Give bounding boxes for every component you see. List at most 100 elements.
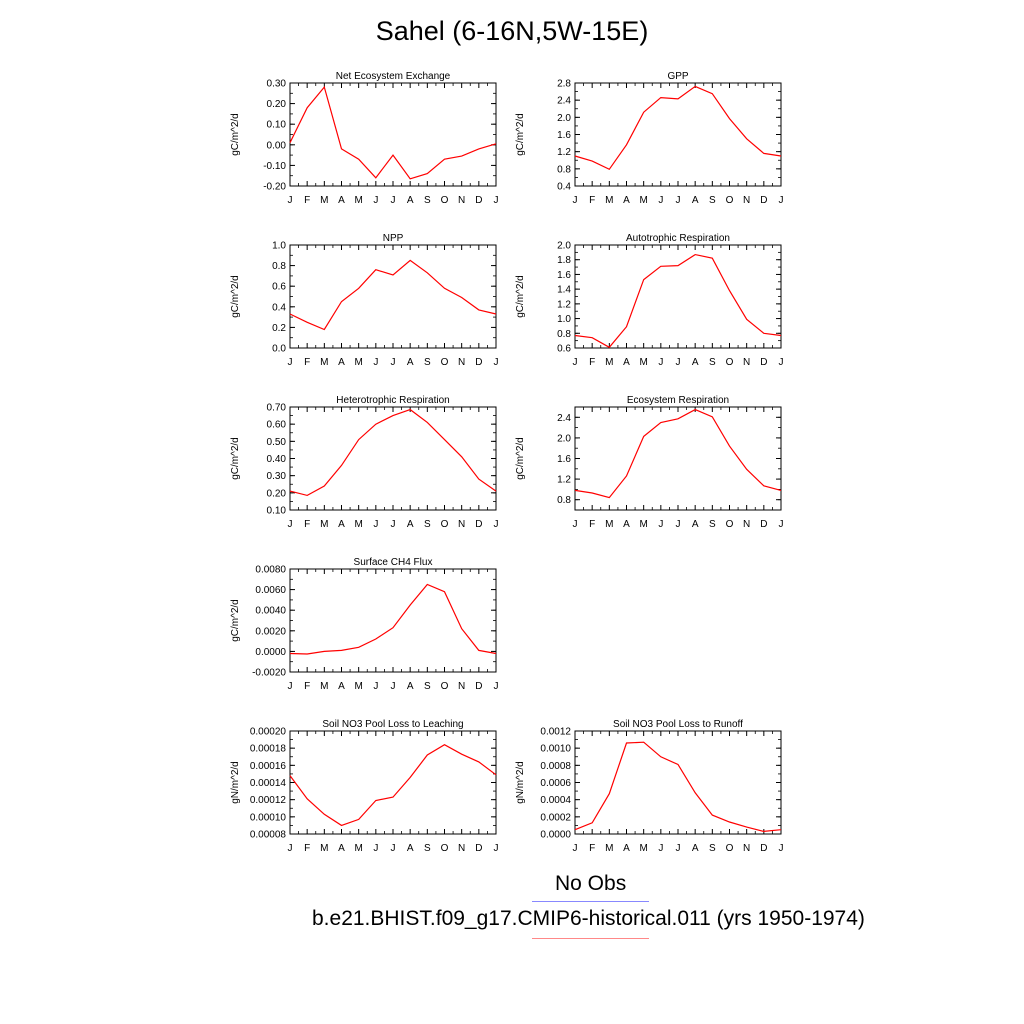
x-tick-label: M [354, 195, 362, 206]
x-tick-label: F [304, 195, 310, 206]
legend-no-obs-line [532, 901, 649, 902]
x-tick-label: F [304, 843, 310, 854]
x-tick-label: S [709, 357, 716, 368]
y-tick-label: 0.20 [267, 99, 287, 110]
panel-title: Ecosystem Respiration [627, 395, 729, 406]
panel-title: Surface CH4 Flux [354, 557, 433, 568]
x-tick-label: F [589, 843, 595, 854]
plot-frame [574, 730, 782, 835]
x-tick-label: A [407, 357, 414, 368]
x-tick-label: M [605, 357, 613, 368]
x-tick-label: J [779, 357, 784, 368]
x-tick-label: M [605, 843, 613, 854]
series-line [289, 744, 497, 827]
x-tick-label: O [441, 681, 449, 692]
y-tick-label: 2.8 [557, 79, 571, 90]
x-tick-label: M [605, 519, 613, 530]
y-tick-label: 1.0 [272, 241, 286, 252]
x-tick-label: J [658, 519, 663, 530]
x-tick-label: A [623, 519, 630, 530]
x-tick-label: M [639, 843, 647, 854]
x-tick-label: S [709, 195, 716, 206]
x-tick-label: A [623, 843, 630, 854]
x-tick-label: A [692, 195, 699, 206]
x-tick-label: D [760, 843, 767, 854]
x-tick-label: J [288, 195, 293, 206]
x-tick-label: J [573, 519, 578, 530]
x-tick-label: J [391, 843, 396, 854]
x-tick-label: S [424, 195, 431, 206]
x-tick-label: J [391, 519, 396, 530]
x-tick-label: J [658, 843, 663, 854]
x-tick-label: N [743, 519, 750, 530]
x-tick-label: D [475, 843, 482, 854]
y-tick-label: 0.4 [557, 182, 571, 193]
y-tick-label: 0.0000 [255, 647, 286, 658]
y-tick-label: 0.00010 [250, 812, 287, 823]
x-tick-label: S [424, 519, 431, 530]
y-tick-label: 2.4 [557, 96, 571, 107]
x-tick-label: A [692, 843, 699, 854]
y-tick-label: 1.0 [557, 314, 571, 325]
plot-frame [574, 244, 782, 349]
page-title: Sahel (6-16N,5W-15E) [375, 16, 649, 46]
x-tick-label: F [589, 195, 595, 206]
y-tick-label: 0.00 [267, 140, 287, 151]
y-axis-label: gC/m^2/d [230, 437, 241, 480]
y-tick-label: 0.0040 [255, 606, 286, 617]
series-line [289, 85, 497, 180]
x-tick-label: J [494, 843, 499, 854]
x-tick-label: A [338, 519, 345, 530]
y-tick-label: -0.0020 [252, 668, 286, 679]
plot-frame [289, 730, 497, 835]
x-tick-label: M [354, 681, 362, 692]
legend-case-line [532, 938, 649, 939]
y-tick-label: 0.20 [267, 488, 287, 499]
legend-no-obs-label: No Obs [555, 872, 627, 895]
y-tick-label: 2.0 [557, 241, 571, 252]
x-tick-label: J [288, 681, 293, 692]
x-tick-label: A [407, 195, 414, 206]
y-tick-label: 0.6 [272, 282, 286, 293]
y-tick-label: 0.40 [267, 454, 287, 465]
y-tick-label: -0.20 [263, 182, 286, 193]
chart-panel: Soil NO3 Pool Loss to Leaching gN/m^2/d 0.… [230, 719, 499, 854]
y-tick-label: 0.6 [557, 344, 571, 355]
x-tick-label: N [743, 357, 750, 368]
x-tick-label: J [391, 195, 396, 206]
y-tick-label: 1.2 [557, 299, 571, 310]
y-tick-label: 2.4 [557, 413, 571, 424]
x-tick-label: M [320, 519, 328, 530]
chart-panel: Autotrophic Respiration gC/m^2/d 2.0 1.8 1.6… [515, 233, 784, 368]
x-tick-label: O [726, 843, 734, 854]
chart-panel: Soil NO3 Pool Loss to Runoff gN/m^2/d 0.00… [515, 719, 784, 854]
y-tick-label: 0.30 [267, 471, 287, 482]
y-tick-label: 0.00020 [250, 727, 287, 738]
panel-title: Autotrophic Respiration [626, 233, 730, 244]
y-tick-label: 1.2 [557, 147, 571, 158]
x-tick-label: J [676, 357, 681, 368]
y-tick-label: 0.8 [557, 495, 571, 506]
panel-title: NPP [383, 233, 404, 244]
x-tick-label: M [605, 195, 613, 206]
x-tick-label: O [441, 357, 449, 368]
y-tick-label: 1.8 [557, 255, 571, 266]
x-tick-label: J [494, 681, 499, 692]
y-tick-label: 1.4 [557, 285, 571, 296]
y-axis-label: gC/m^2/d [230, 113, 241, 156]
x-tick-label: J [573, 195, 578, 206]
x-tick-label: M [354, 843, 362, 854]
x-tick-label: J [373, 195, 378, 206]
x-tick-label: J [494, 519, 499, 530]
plot-frame [289, 82, 497, 187]
y-tick-label: 0.0004 [540, 795, 571, 806]
x-tick-label: M [320, 843, 328, 854]
x-tick-label: J [391, 357, 396, 368]
x-tick-label: M [354, 519, 362, 530]
x-tick-label: A [407, 519, 414, 530]
y-tick-label: 0.4 [272, 302, 286, 313]
y-axis-label: gC/m^2/d [515, 437, 526, 480]
chart-panel: Ecosystem Respiration gC/m^2/d 2.4 2.0 1.6 1.… [515, 395, 784, 530]
x-tick-label: F [304, 519, 310, 530]
x-tick-label: O [441, 519, 449, 530]
